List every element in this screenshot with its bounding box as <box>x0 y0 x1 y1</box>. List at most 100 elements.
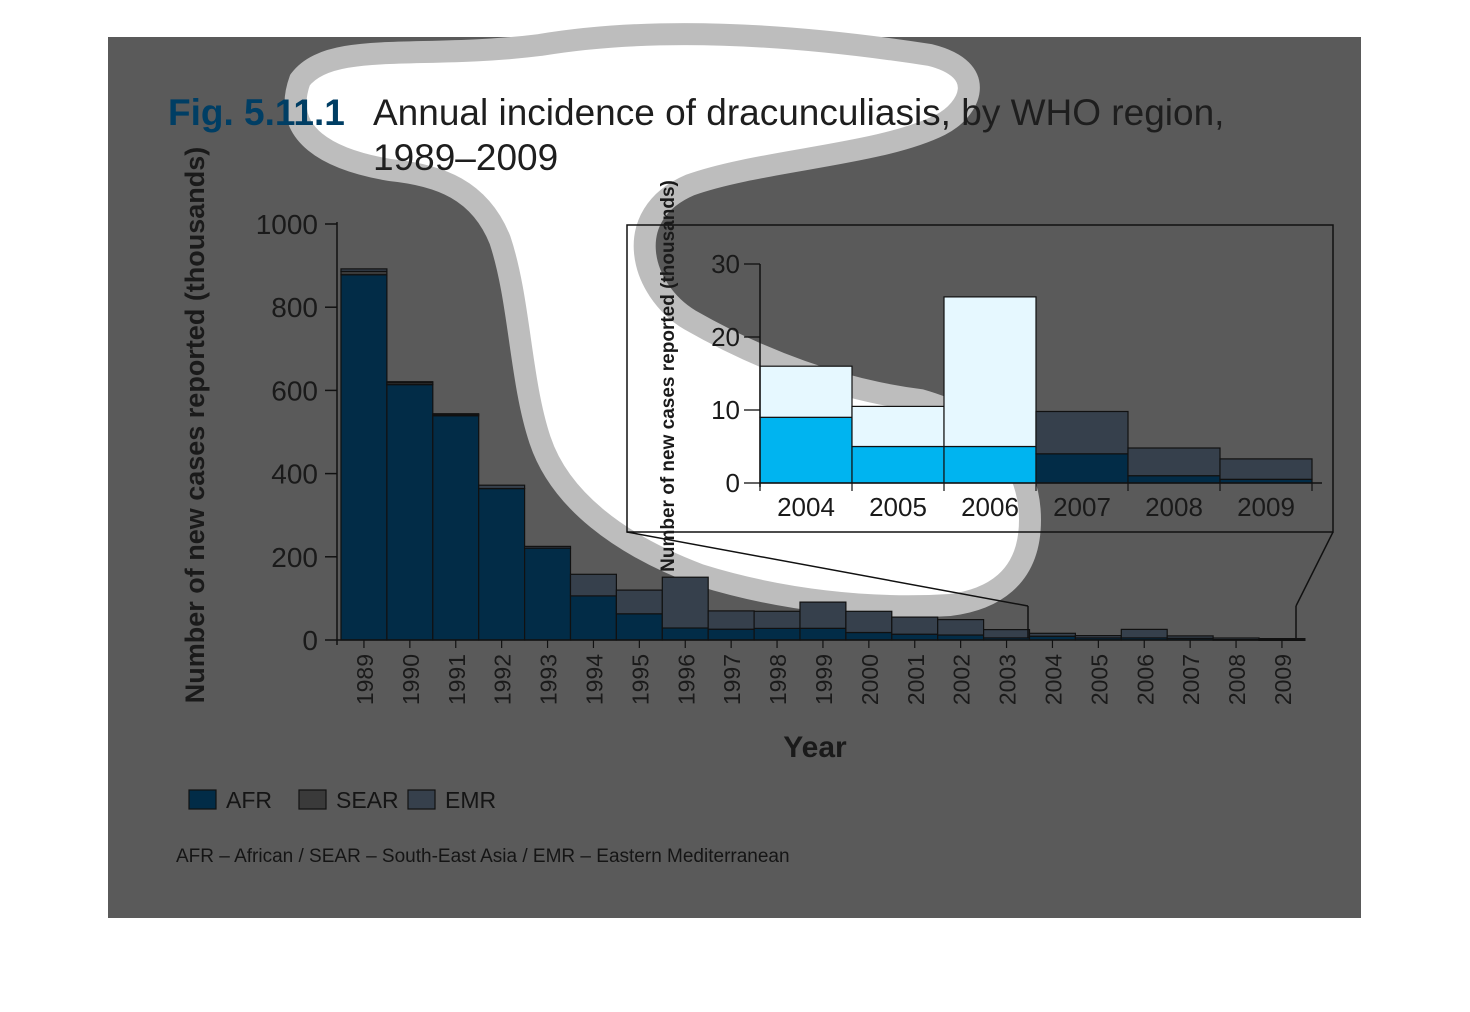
inset-y-tick-label: 30 <box>711 249 740 279</box>
legend-label-afr: AFR <box>226 787 272 813</box>
bar-1990-emr <box>386 381 434 384</box>
inset-y-tick-label: 0 <box>726 468 740 498</box>
bar-1998-afr <box>753 627 801 641</box>
main-x-tick-label: 1992 <box>490 654 516 705</box>
legend-swatch-afr <box>188 789 217 810</box>
legend-item-emr: EMR <box>407 787 496 813</box>
main-x-tick-label: 2003 <box>995 654 1021 705</box>
inset-bar-2004-afr <box>759 416 853 484</box>
main-x-tick-label: 1995 <box>627 654 653 705</box>
bar-2007-emr <box>1166 635 1214 639</box>
main-y-axis-title: Number of new cases reported (thousands) <box>180 147 210 704</box>
bar-2004-emr <box>1028 632 1077 637</box>
inset-bar-2004-emr <box>759 365 853 418</box>
zoom-connector-left <box>626 531 1029 607</box>
figure-title-line2: 1989–2009 <box>373 137 558 178</box>
bar-2000-emr <box>845 610 893 634</box>
main-x-tick-label: 1993 <box>536 654 562 705</box>
main-x-tick-label: 1999 <box>811 654 837 705</box>
main-x-tick-label: 1997 <box>719 654 745 705</box>
legend-swatch-sear <box>298 789 327 810</box>
inset-x-tick-label: 2004 <box>777 492 835 522</box>
bar-2006-emr <box>1120 628 1168 639</box>
bar-1994-emr <box>569 573 618 597</box>
main-x-tick-label: 1998 <box>765 654 791 705</box>
main-x-ticks: 1989 1990 1991 1992 1993 1994 1995 1996 1997 1998… <box>352 640 1296 705</box>
legend-label-sear: SEAR <box>336 787 399 813</box>
bar-2005-emr <box>1074 634 1122 639</box>
inset-bar-2006-afr <box>943 445 1037 484</box>
bar-1997-emr <box>707 610 755 630</box>
bar-1995-emr <box>615 589 663 615</box>
inset-bars <box>759 296 1313 484</box>
legend: AFR SEAR EMR <box>188 787 496 813</box>
main-x-tick-label: 1994 <box>582 654 608 705</box>
bar-1993-emr <box>523 545 572 549</box>
bar-1991-emr <box>432 413 480 416</box>
bar-1999-afr <box>799 627 847 641</box>
main-y-ticks: 0 200 400 600 800 1000 <box>256 209 337 656</box>
inset-bar-2005-afr <box>851 445 945 484</box>
bar-1989-afr <box>340 274 388 641</box>
inset-bar-2007-emr <box>1035 410 1129 455</box>
bar-1992-emr <box>478 484 526 490</box>
main-x-tick-label: 1991 <box>444 654 470 705</box>
main-x-axis-title: Year <box>783 731 847 764</box>
main-y-tick-label: 1000 <box>256 209 318 240</box>
legend-item-sear: SEAR <box>298 787 399 813</box>
legend-item-afr: AFR <box>188 787 272 813</box>
legend-swatch-emr <box>407 789 436 810</box>
main-x-tick-label: 2002 <box>949 654 975 705</box>
inset-x-ticks: 2004 2005 2006 2007 2008 2009 <box>759 483 1313 522</box>
bar-1999-emr <box>799 601 847 629</box>
inset-frame <box>626 224 1334 533</box>
inset-bar-2005-emr <box>851 405 945 448</box>
inset-bar-2008-afr <box>1127 475 1221 484</box>
inset-y-ticks: 0 10 20 30 <box>711 249 760 498</box>
bar-1992-afr <box>478 488 526 641</box>
main-x-tick-label: 2007 <box>1178 654 1204 705</box>
main-x-tick-label: 2000 <box>857 654 883 705</box>
bar-1993-afr <box>523 547 572 641</box>
inset-y-axis-title-text: Number of new cases reported (thousands) <box>658 180 679 572</box>
main-y-axis-title-text: Number of new cases reported (thousands) <box>180 147 210 704</box>
bar-1991-afr <box>432 415 480 641</box>
main-x-tick-label: 2004 <box>1041 654 1067 705</box>
inset-x-tick-label: 2008 <box>1145 492 1203 522</box>
main-x-tick-label: 1996 <box>673 654 699 705</box>
legend-label-emr: EMR <box>445 787 496 813</box>
main-y-tick-label: 200 <box>271 542 318 573</box>
bar-2001-emr <box>891 616 939 635</box>
main-bars <box>340 268 1306 641</box>
figure-number: Fig. 5.11.1 <box>168 92 345 133</box>
bar-2001-afr <box>891 633 939 641</box>
main-y-tick-label: 0 <box>302 625 318 656</box>
main-x-tick-label: 1990 <box>398 654 424 705</box>
bar-2000-afr <box>845 631 893 641</box>
bar-1989-emr <box>340 268 388 272</box>
bar-1996-emr <box>661 576 709 629</box>
inset-y-tick-label: 10 <box>711 395 740 425</box>
inset-x-tick-label: 2005 <box>869 492 927 522</box>
main-x-tick-label: 2009 <box>1270 654 1296 705</box>
main-x-tick-label: 2001 <box>903 654 929 705</box>
main-x-tick-label: 2005 <box>1086 654 1112 705</box>
bar-2002-emr <box>937 618 985 636</box>
main-y-tick-label: 800 <box>271 292 318 323</box>
footnote: AFR – African / SEAR – South-East Asia /… <box>176 846 790 867</box>
bar-1996-afr <box>661 627 709 641</box>
bar-1997-afr <box>707 628 755 641</box>
bar-1994-afr <box>569 595 618 641</box>
zoom-connector-right <box>1295 531 1334 607</box>
main-x-tick-label: 2006 <box>1132 654 1158 705</box>
main-y-tick-label: 600 <box>271 375 318 406</box>
figure-title-line1: Annual incidence of dracunculiasis, by W… <box>373 92 1224 133</box>
inset-bar-2008-emr <box>1127 447 1221 477</box>
inset-x-tick-label: 2006 <box>961 492 1019 522</box>
inset-y-axis-title: Number of new cases reported (thousands) <box>658 180 679 572</box>
inset-x-tick-label: 2007 <box>1053 492 1111 522</box>
main-x-tick-label: 2008 <box>1224 654 1250 705</box>
inset-y-tick-label: 20 <box>711 322 740 352</box>
bar-1995-afr <box>615 613 663 641</box>
